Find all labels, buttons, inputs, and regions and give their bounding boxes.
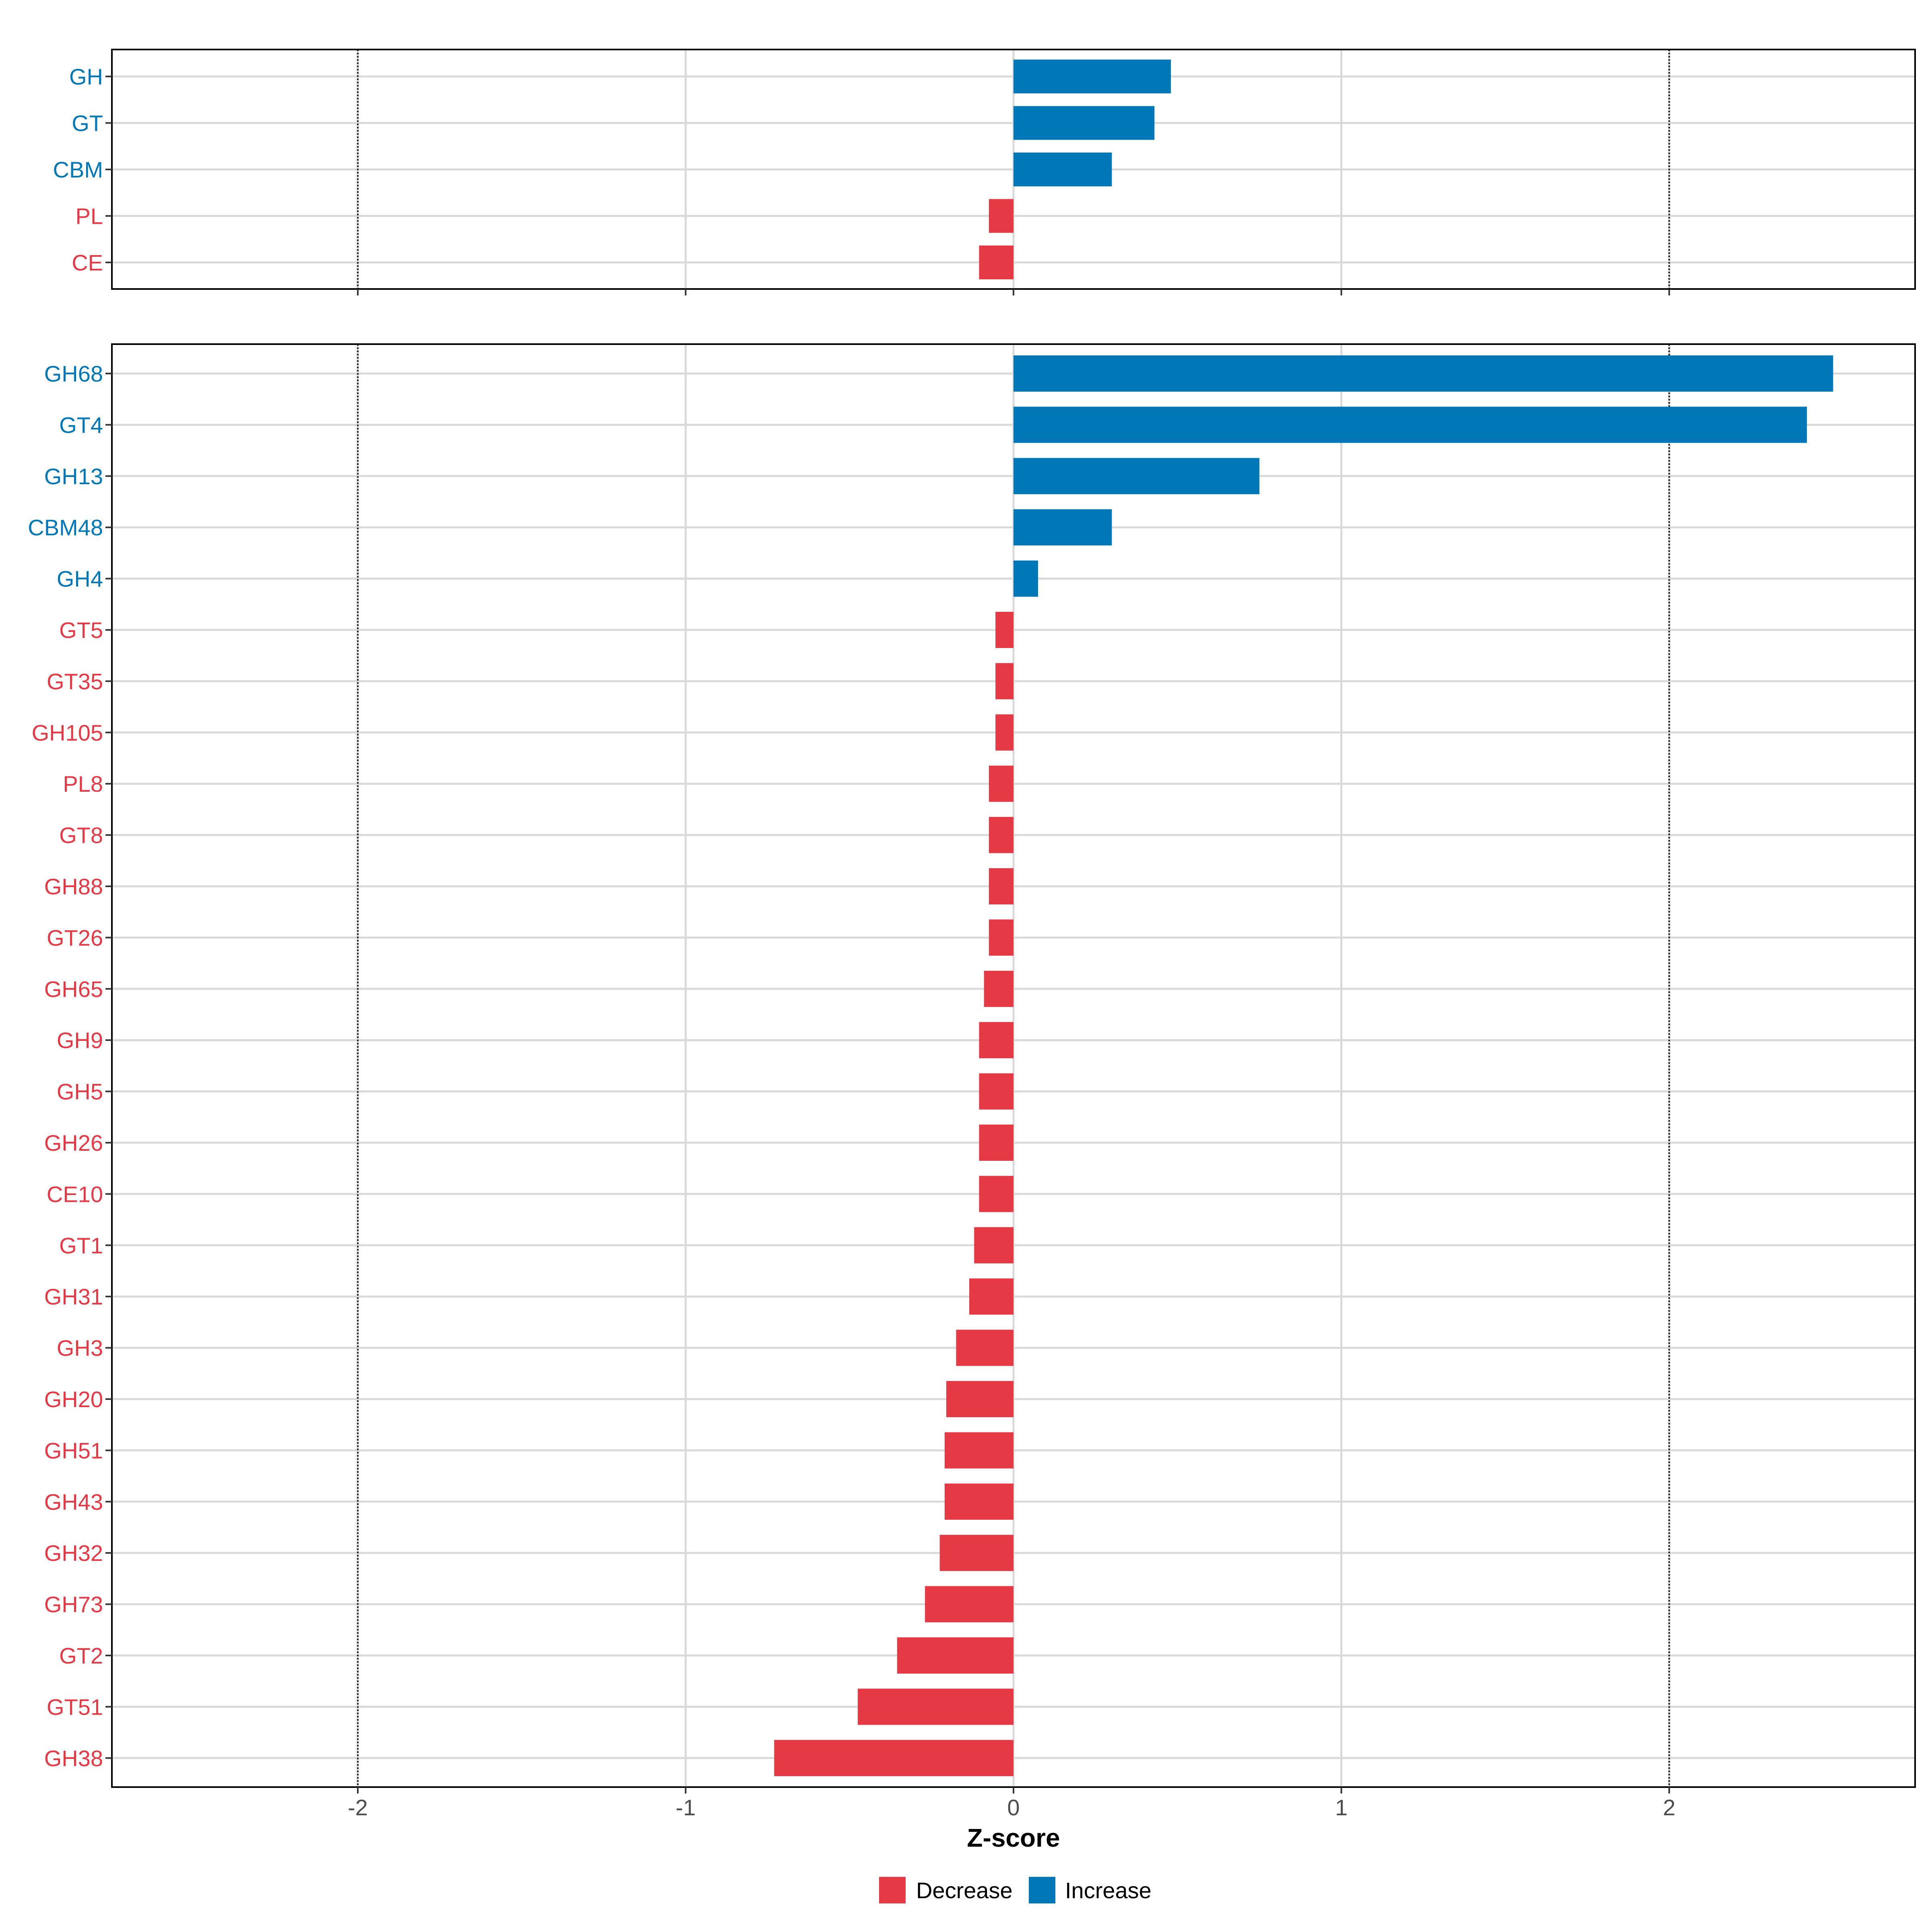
class-panel: GH GT CBM PL CE [53, 49, 1916, 295]
bar-gt [1013, 106, 1155, 140]
y-tick-label-gh43: GH43 [44, 1489, 103, 1515]
bar-gt51 [858, 1688, 1013, 1725]
x-tick-label: 1 [1335, 1795, 1348, 1820]
y-tick-label-ce10: CE10 [47, 1181, 103, 1207]
bar-gh3 [956, 1329, 1013, 1366]
y-tick-label-pl: PL [76, 204, 103, 229]
y-tick-label-gh68: GH68 [44, 361, 103, 386]
bar-gh13 [1013, 458, 1259, 494]
y-tick-label-gh38: GH38 [44, 1746, 103, 1771]
y-tick-label-gt: GT [72, 111, 103, 136]
bar-ce [979, 246, 1013, 279]
y-tick-label-gh4: GH4 [57, 566, 103, 592]
y-tick-label-cbm: CBM [53, 157, 103, 182]
bar-cbm [1013, 153, 1112, 186]
bar-gt4 [1013, 407, 1807, 443]
y-tick-label-gh32: GH32 [44, 1540, 103, 1566]
bar-gh88 [989, 868, 1013, 904]
y-tick-label-gt35: GT35 [47, 669, 103, 694]
bar-gt1 [974, 1227, 1013, 1263]
x-axis-label: Z-score [967, 1823, 1060, 1852]
bar-gh73 [925, 1586, 1013, 1622]
y-tick-label-gh9: GH9 [57, 1028, 103, 1053]
bar-gh51 [944, 1432, 1013, 1469]
bar-gh9 [979, 1022, 1013, 1059]
y-tick-label-gt51: GT51 [47, 1694, 103, 1719]
bar-gt8 [989, 817, 1013, 853]
x-tick-label: 2 [1663, 1795, 1676, 1820]
bar-gh5 [979, 1073, 1013, 1110]
y-tick-label-gh13: GH13 [44, 464, 103, 489]
x-tick-label: 0 [1007, 1795, 1020, 1820]
bar-gt5 [995, 612, 1013, 648]
bar-gh32 [939, 1535, 1013, 1571]
y-tick-label-gh51: GH51 [44, 1438, 103, 1463]
y-tick-label-gh31: GH31 [44, 1284, 103, 1309]
y-tick-label-gh65: GH65 [44, 976, 103, 1002]
bar-gt26 [989, 919, 1013, 956]
legend-label-decrease: Decrease [916, 1878, 1013, 1903]
y-tick-label-ce: CE [72, 250, 103, 275]
bar-gh65 [984, 970, 1013, 1007]
x-tick-label: -2 [348, 1795, 368, 1820]
bar-ce10 [979, 1176, 1013, 1212]
y-tick-label-gt8: GT8 [59, 823, 103, 848]
y-tick-label-gh5: GH5 [57, 1079, 103, 1104]
y-tick-label-gh88: GH88 [44, 874, 103, 899]
legend-swatch-increase [1029, 1877, 1055, 1903]
y-tick-label-gh105: GH105 [32, 720, 103, 745]
legend: Decrease Increase [879, 1877, 1152, 1903]
bar-gh38 [774, 1740, 1013, 1776]
bar-gt35 [995, 663, 1013, 700]
bar-cbm48 [1013, 509, 1112, 546]
bar-gh [1013, 60, 1171, 93]
y-tick-label-gt4: GT4 [59, 412, 103, 438]
y-tick-label-gh: GH [69, 64, 103, 89]
bar-pl8 [989, 766, 1013, 802]
bar-gh68 [1013, 355, 1833, 392]
y-tick-label-gt2: GT2 [59, 1643, 103, 1668]
bar-gh31 [969, 1278, 1013, 1315]
bar-gh43 [944, 1483, 1013, 1520]
y-tick-label-gh3: GH3 [57, 1335, 103, 1361]
legend-label-increase: Increase [1065, 1878, 1152, 1903]
bar-gh105 [995, 714, 1013, 751]
y-tick-label-gh20: GH20 [44, 1387, 103, 1412]
bar-gh4 [1013, 560, 1038, 597]
legend-swatch-decrease [879, 1877, 906, 1903]
y-tick-label-gt1: GT1 [59, 1233, 103, 1258]
x-axis: -2 -1 0 1 2 [348, 1795, 1676, 1820]
family-panel: GH68 GT4 GH13 CBM48 GH4 GT5 GT35 GH105 PL8 GT8 GH8… [28, 343, 1916, 1794]
y-tick-label-gt5: GT5 [59, 617, 103, 643]
x-tick-label: -1 [676, 1795, 696, 1820]
y-tick-label-gh26: GH26 [44, 1130, 103, 1156]
y-tick-label-gt26: GT26 [47, 925, 103, 950]
y-tick-label-gh73: GH73 [44, 1592, 103, 1617]
y-tick-label-cbm48: CBM48 [28, 515, 103, 540]
bar-pl [989, 199, 1013, 233]
bar-gh20 [946, 1381, 1013, 1417]
bar-gt2 [897, 1637, 1013, 1674]
y-tick-label-pl8: PL8 [63, 771, 103, 797]
bar-gh26 [979, 1125, 1013, 1161]
